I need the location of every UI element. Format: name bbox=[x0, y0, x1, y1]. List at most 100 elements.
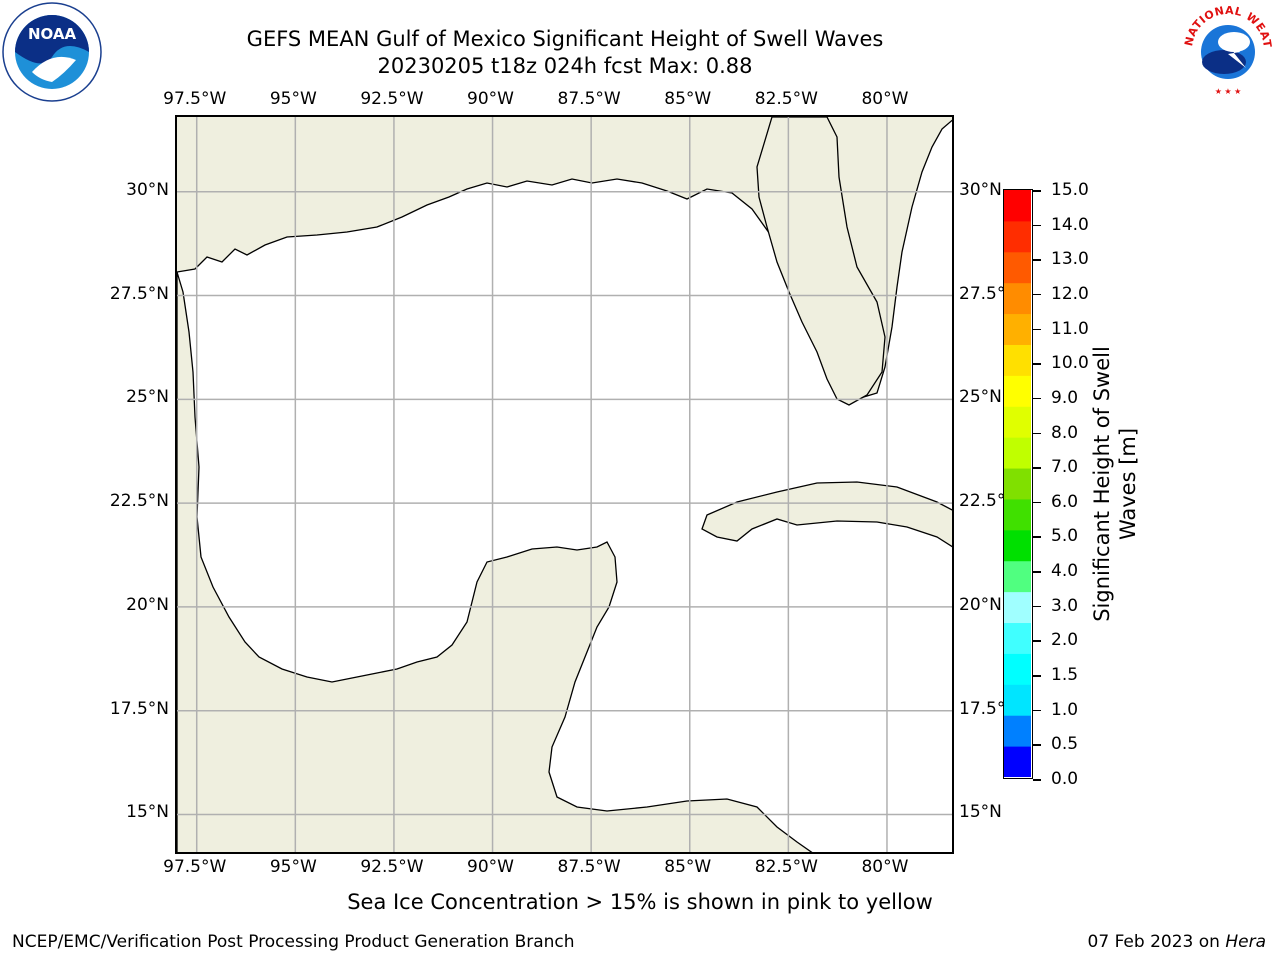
lat-tick-label-right: 30°N bbox=[959, 179, 1002, 200]
colorbar-segment bbox=[1004, 746, 1031, 778]
colorbar-tick-label: 14.0 bbox=[1051, 214, 1089, 235]
colorbar-label: Significant Height of Swell Waves [m] bbox=[1089, 346, 1141, 622]
lon-tick-label-top: 80°W bbox=[861, 89, 909, 109]
lon-tick-label-bottom: 82.5°W bbox=[754, 857, 818, 877]
lon-tick-label-top: 82.5°W bbox=[754, 89, 818, 109]
colorbar-tick-mark bbox=[1033, 605, 1041, 608]
colorbar-tick-label: 9.0 bbox=[1051, 387, 1079, 408]
lon-tick-label-bottom: 92.5°W bbox=[360, 857, 424, 877]
lon-tick-label-top: 90°W bbox=[467, 89, 515, 109]
lat-tick-label-left: 27.5°N bbox=[109, 283, 169, 304]
colorbar-tick-mark bbox=[1033, 536, 1041, 538]
colorbar bbox=[1003, 189, 1033, 779]
lon-tick-label-bottom: 80°W bbox=[861, 857, 909, 877]
mexico-yucatan-land bbox=[177, 271, 813, 852]
colorbar-segment bbox=[1004, 622, 1031, 654]
colorbar-tick-label: 1.0 bbox=[1051, 699, 1079, 720]
lon-tick-label-top: 92.5°W bbox=[360, 89, 424, 109]
lat-tick-label-left: 22.5°N bbox=[109, 491, 169, 512]
noaa-logo: NOAA bbox=[2, 2, 102, 102]
credit-on: on bbox=[1198, 932, 1220, 952]
colorbar-tick-label: 0.5 bbox=[1051, 734, 1079, 755]
cuba-land bbox=[701, 481, 952, 548]
colorbar-tick-mark bbox=[1033, 363, 1041, 365]
lon-tick-label-top: 87.5°W bbox=[557, 89, 621, 109]
colorbar-segment bbox=[1004, 375, 1031, 407]
colorbar-tick-mark bbox=[1033, 328, 1041, 331]
colorbar-tick-label: 6.0 bbox=[1051, 491, 1079, 512]
credit-date-value: 07 Feb 2023 bbox=[1087, 932, 1194, 952]
colorbar-tick-mark bbox=[1033, 675, 1041, 677]
colorbar-label-line2: Waves [m] bbox=[1116, 427, 1140, 541]
colorbar-tick-label: 4.0 bbox=[1051, 561, 1079, 582]
nws-logo: NATIONAL WEATHER SERVICE ★ ★ ★ bbox=[1173, 0, 1278, 100]
lon-tick-label-bottom: 90°W bbox=[467, 857, 515, 877]
colorbar-segment bbox=[1004, 468, 1031, 500]
colorbar-segment bbox=[1004, 190, 1031, 222]
colorbar-tick-label: 7.0 bbox=[1051, 457, 1079, 478]
chart-subtitle: 20230205 t18z 024h fcst Max: 0.88 bbox=[377, 54, 753, 78]
lon-tick-label-bottom: 95°W bbox=[269, 857, 317, 877]
colorbar-tick-mark bbox=[1033, 571, 1041, 573]
lon-tick-label-top: 97.5°W bbox=[163, 89, 227, 109]
colorbar-tick-mark bbox=[1033, 224, 1041, 227]
colorbar-segment bbox=[1004, 251, 1031, 284]
svg-text:★ ★ ★: ★ ★ ★ bbox=[1215, 87, 1242, 96]
lon-tick-label-top: 95°W bbox=[269, 89, 317, 109]
lat-tick-label-left: 30°N bbox=[126, 179, 169, 200]
colorbar-segment bbox=[1004, 220, 1031, 253]
colorbar-segment bbox=[1004, 653, 1031, 685]
map-canvas bbox=[177, 117, 952, 852]
colorbar-tick-mark bbox=[1033, 709, 1041, 712]
colorbar-label-line1: Significant Height of Swell bbox=[1090, 346, 1114, 622]
chart-title: GEFS MEAN Gulf of Mexico Significant Hei… bbox=[246, 27, 884, 51]
lon-tick-label-bottom: 85°W bbox=[664, 857, 712, 877]
colorbar-segment bbox=[1004, 313, 1031, 345]
colorbar-segment bbox=[1004, 684, 1031, 716]
colorbar-tick-label: 13.0 bbox=[1051, 249, 1089, 270]
colorbar-tick-mark bbox=[1033, 397, 1041, 400]
lat-tick-label-right: 20°N bbox=[959, 594, 1002, 615]
colorbar-tick-mark bbox=[1033, 501, 1041, 504]
lat-tick-label-right: 25°N bbox=[959, 387, 1002, 408]
colorbar-tick-mark bbox=[1033, 259, 1041, 261]
colorbar-segment bbox=[1004, 282, 1031, 315]
colorbar-segment bbox=[1004, 406, 1031, 438]
colorbar-tick-label: 3.0 bbox=[1051, 595, 1079, 616]
lon-tick-label-bottom: 87.5°W bbox=[557, 857, 621, 877]
colorbar-segment bbox=[1004, 591, 1031, 624]
lat-tick-label-left: 25°N bbox=[126, 387, 169, 408]
colorbar-segment bbox=[1004, 498, 1031, 531]
colorbar-tick-label: 15.0 bbox=[1051, 180, 1089, 200]
colorbar-tick-label: 10.0 bbox=[1051, 353, 1089, 374]
lon-tick-label-top: 85°W bbox=[664, 89, 712, 109]
colorbar-tick-mark bbox=[1033, 640, 1041, 642]
noaa-logo-icon: NOAA bbox=[2, 2, 102, 102]
colorbar-tick-label: 0.0 bbox=[1051, 769, 1079, 789]
colorbar-tick-label: 12.0 bbox=[1051, 283, 1089, 304]
lat-tick-label-left: 15°N bbox=[126, 802, 169, 823]
credit-date: 07 Feb 2023 on Hera bbox=[1088, 932, 1266, 952]
credit-branch: NCEP/EMC/Verification Post Processing Pr… bbox=[12, 932, 575, 952]
colorbar-segment bbox=[1004, 560, 1031, 593]
colorbar-tick-label: 11.0 bbox=[1051, 318, 1089, 339]
noaa-logo-text: NOAA bbox=[28, 25, 77, 43]
nws-logo-icon: NATIONAL WEATHER SERVICE ★ ★ ★ bbox=[1173, 0, 1276, 98]
colorbar-segment bbox=[1004, 344, 1031, 376]
colorbar-tick-mark bbox=[1033, 779, 1041, 781]
colorbar-tick-label: 2.0 bbox=[1051, 630, 1079, 651]
sea-ice-note: Sea Ice Concentration > 15% is shown in … bbox=[347, 890, 933, 914]
colorbar-canvas bbox=[1004, 190, 1031, 778]
lon-tick-label-bottom: 97.5°W bbox=[163, 857, 227, 877]
colorbar-segment bbox=[1004, 529, 1031, 562]
colorbar-tick-label: 8.0 bbox=[1051, 422, 1079, 443]
colorbar-tick-mark bbox=[1033, 432, 1041, 435]
colorbar-tick-mark bbox=[1033, 293, 1041, 296]
credit-machine: Hera bbox=[1225, 932, 1266, 952]
colorbar-tick-label: 5.0 bbox=[1051, 526, 1079, 547]
lat-tick-label-left: 17.5°N bbox=[109, 698, 169, 719]
map-panel bbox=[175, 115, 954, 854]
colorbar-tick-mark bbox=[1033, 190, 1041, 192]
colorbar-segment bbox=[1004, 437, 1031, 469]
colorbar-tick-mark bbox=[1033, 744, 1041, 746]
